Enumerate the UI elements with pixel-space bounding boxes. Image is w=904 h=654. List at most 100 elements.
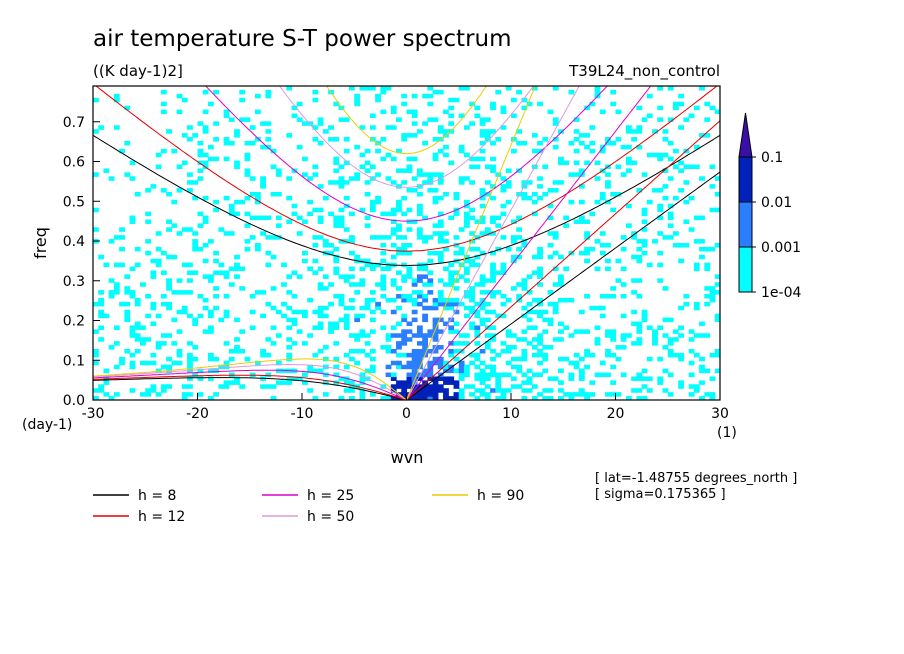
spectrum-cell (704, 333, 711, 338)
spectrum-cell (411, 388, 418, 393)
spectrum-cell (495, 352, 502, 358)
spectrum-cell (380, 294, 387, 299)
spectrum-cell (537, 254, 543, 260)
spectrum-cell (636, 325, 643, 330)
spectrum-cell (275, 168, 282, 173)
spectrum-cell (322, 372, 329, 378)
spectrum-cell (160, 294, 167, 299)
spectrum-cell (401, 246, 408, 252)
spectrum-cell (364, 160, 371, 166)
spectrum-cell (202, 305, 209, 311)
spectrum-cell (338, 396, 345, 400)
spectrum-cell (568, 360, 575, 366)
kelvin-curve-h50 (406, 86, 580, 400)
spectrum-cell (411, 121, 418, 126)
spectrum-cell (427, 333, 434, 338)
spectrum-cell (364, 305, 371, 311)
spectrum-cell (437, 364, 444, 370)
spectrum-cell (563, 325, 570, 330)
spectrum-cell (385, 372, 392, 378)
spectrum-cell (516, 129, 523, 134)
spectrum-cell (134, 246, 141, 252)
spectrum-cell (693, 239, 700, 244)
spectrum-cell (160, 89, 167, 95)
x-axis-label: wvn (391, 448, 424, 467)
spectrum-cell (463, 372, 470, 378)
spectrum-cell (537, 309, 543, 315)
spectrum-cell (448, 282, 455, 287)
spectrum-cell (239, 97, 246, 103)
spectrum-cell (505, 168, 512, 173)
spectrum-cell (610, 352, 617, 358)
spectrum-cell (265, 89, 272, 95)
spectrum-cell (260, 290, 267, 295)
spectrum-cell (333, 223, 340, 228)
spectrum-cell (531, 325, 538, 330)
spectrum-cell (359, 86, 366, 91)
spectrum-cell (500, 211, 507, 217)
spectrum-cell (568, 396, 575, 400)
spectrum-cell (526, 341, 533, 346)
spectrum-cell (375, 305, 381, 311)
spectrum-cell (479, 372, 486, 378)
spectrum-cell (463, 333, 470, 338)
spectrum-cell (338, 164, 345, 170)
spectrum-cell (589, 148, 596, 154)
spectrum-cell (667, 215, 674, 221)
spectrum-cell (427, 86, 434, 91)
spectrum-cell (145, 313, 152, 319)
spectrum-cell (683, 294, 690, 299)
spectrum-cell (281, 301, 287, 307)
spectrum-cell (678, 384, 685, 389)
spectrum-cell (296, 101, 303, 107)
spectrum-cell (427, 372, 434, 378)
spectrum-cell (584, 133, 590, 138)
spectrum-cell (202, 109, 209, 115)
spectrum-cell (463, 125, 470, 130)
spectrum-cell (615, 356, 622, 362)
spectrum-cell (291, 203, 298, 209)
spectrum-cell (223, 140, 230, 146)
spectrum-cell (328, 282, 334, 287)
spectrum-cell (254, 360, 261, 366)
spectrum-cell (516, 246, 523, 252)
spectrum-cell (443, 305, 449, 311)
spectrum-cell (463, 290, 470, 295)
spectrum-cell (171, 360, 178, 366)
spectrum-cell (155, 392, 162, 397)
spectrum-cell (469, 384, 476, 389)
spectrum-cell (521, 282, 528, 287)
spectrum-cell (479, 219, 486, 224)
spectrum-cell (249, 235, 256, 240)
spectrum-cell (594, 325, 601, 330)
spectrum-cell (443, 364, 449, 370)
spectrum-cell (396, 380, 402, 385)
spectrum-cell (678, 93, 685, 99)
spectrum-cell (254, 137, 261, 142)
spectrum-cell (307, 364, 314, 370)
spectrum-cell (699, 133, 705, 138)
spectrum-cell (207, 278, 214, 283)
spectrum-cell (239, 199, 246, 205)
spectrum-cell (234, 337, 240, 342)
spectrum-cell (667, 352, 674, 358)
spectrum-cell (369, 86, 376, 91)
spectrum-cell (531, 297, 538, 303)
y-tick-label: 0.3 (63, 274, 85, 290)
spectrum-cell (537, 301, 543, 307)
spectrum-cell (516, 364, 523, 370)
spectrum-cell (390, 227, 397, 232)
spectrum-cell (359, 388, 366, 393)
spectrum-cell (573, 364, 580, 370)
spectrum-cell (542, 368, 549, 374)
spectrum-cell (302, 250, 308, 256)
spectrum-cell (333, 246, 340, 252)
spectrum-cell (375, 282, 381, 287)
spectrum-cell (234, 345, 240, 350)
spectrum-cell (714, 317, 720, 323)
x-axis-ticks: -30 -20 -10 0 10 20 30 (82, 393, 729, 422)
spectrum-cell (291, 341, 298, 346)
spectrum-cell (202, 152, 209, 158)
spectrum-cell (380, 396, 387, 400)
spectrum-cell (416, 278, 423, 283)
